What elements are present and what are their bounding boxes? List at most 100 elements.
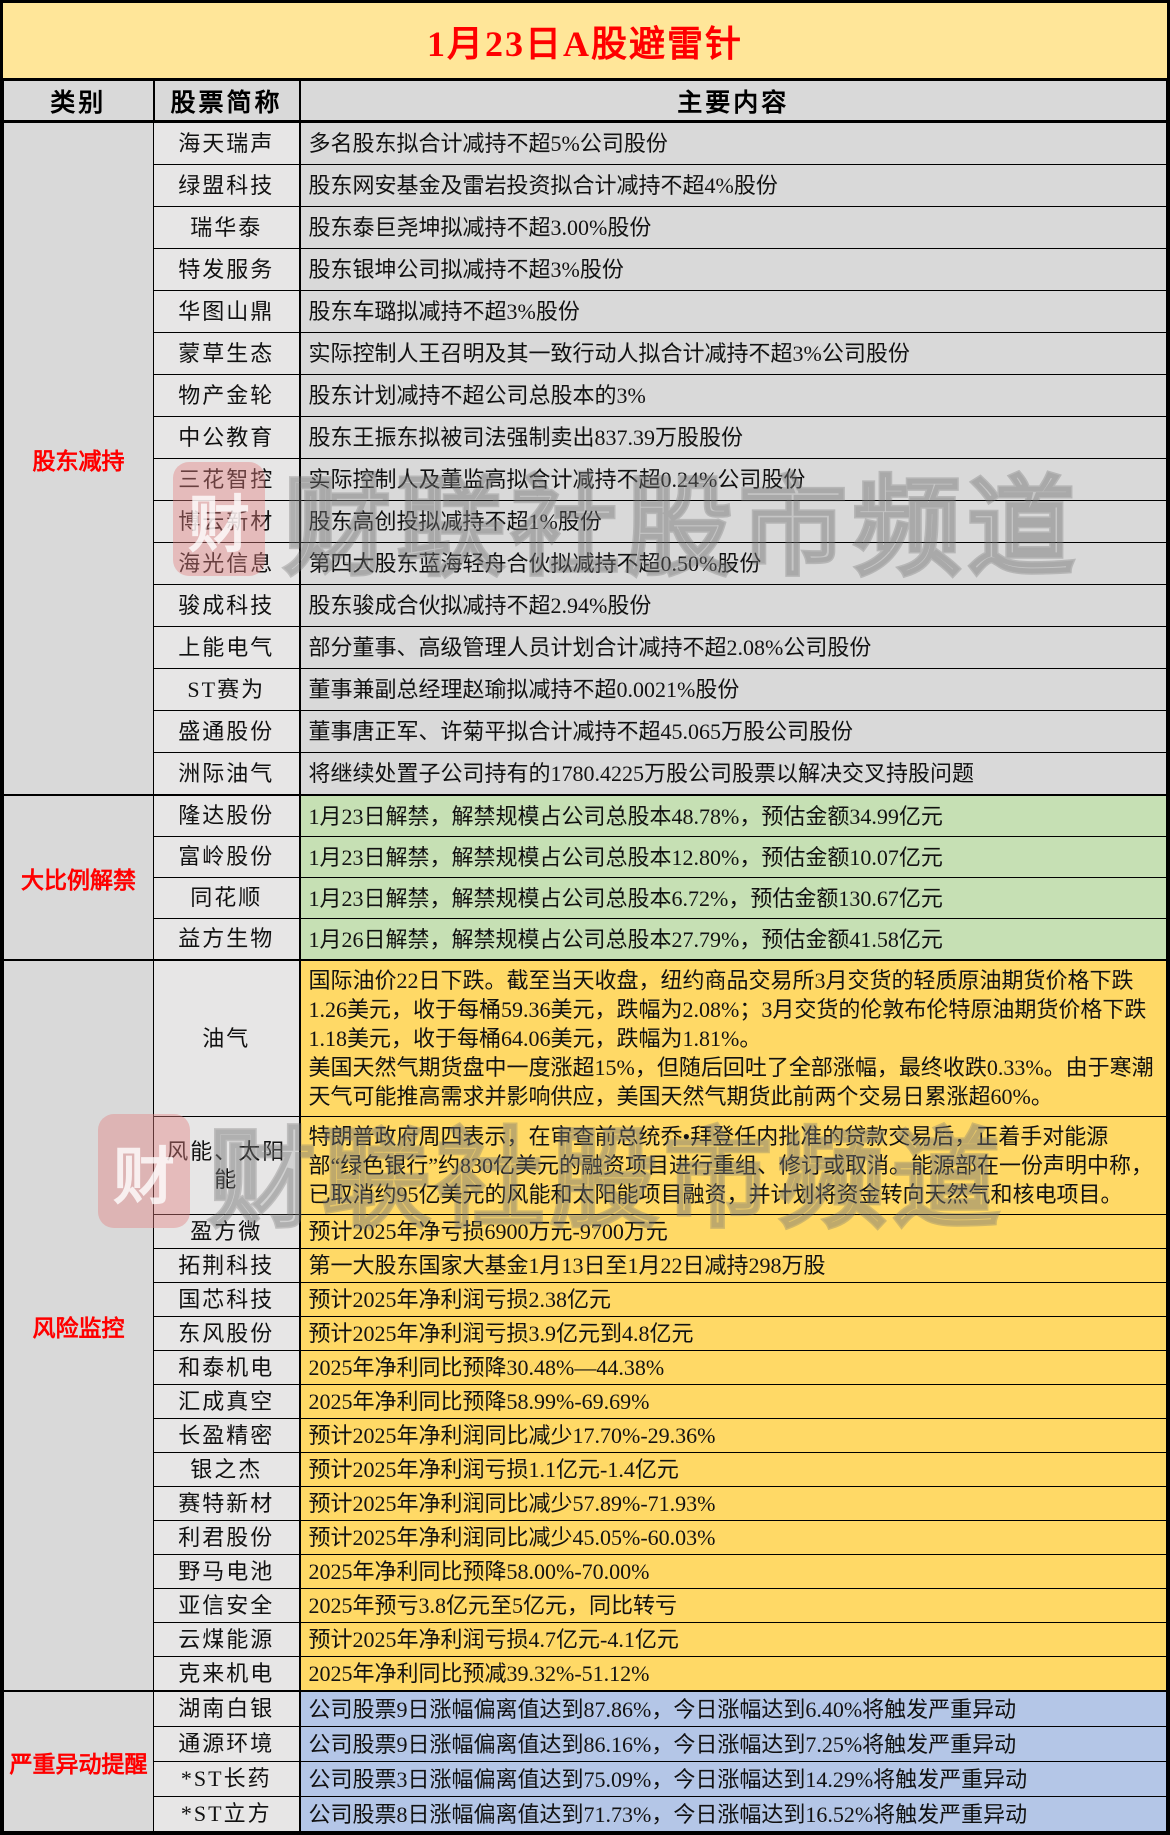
content-cell: 预计2025年净利润同比减少57.89%-71.93%	[298, 1486, 1167, 1521]
content-cell: 特朗普政府周四表示，在审查前总统乔•拜登任内批准的贷款交易后，正着手对能源部“绿…	[298, 1116, 1167, 1215]
table-row: 亚信安全 2025年预亏3.8亿元至5亿元，同比转亏	[4, 1588, 1167, 1623]
stock-name-cell: 国芯科技	[153, 1282, 300, 1317]
content-cell: 第一大股东国家大基金1月13日至1月22日减持298万股	[298, 1248, 1167, 1283]
content-cell: 实际控制人及董监高拟合计减持不超0.24%公司股份	[298, 458, 1167, 501]
table-row: 洲际油气 将继续处置子公司持有的1780.4225万股公司股票以解决交叉持股问题	[4, 752, 1167, 796]
content-cell: 预计2025年净亏损6900万元-9700万元	[298, 1214, 1167, 1249]
category-cell: 严重异动提醒	[3, 1690, 154, 1832]
content-cell: 股东骏成合伙拟减持不超2.94%股份	[298, 584, 1167, 627]
table-row: *ST长药 公司股票3日涨幅偏离值达到75.09%，今日涨幅达到14.29%将触发…	[4, 1761, 1167, 1797]
content-cell: 预计2025年净利润同比减少17.70%-29.36%	[298, 1418, 1167, 1453]
category-cell: 风险监控	[3, 959, 154, 1692]
table-row: 汇成真空 2025年净利同比预降58.99%-69.69%	[4, 1384, 1167, 1419]
stock-name-cell: 油气	[153, 959, 300, 1117]
stock-name-cell: 盛通股份	[153, 710, 300, 753]
content-cell: 1月23日解禁，解禁规模占公司总股本12.80%，预估金额10.07亿元	[298, 836, 1167, 878]
content-cell: 实际控制人王召明及其一致行动人拟合计减持不超3%公司股份	[298, 332, 1167, 375]
header-row: 类别 股票简称 主要内容	[3, 80, 1167, 123]
stock-name-cell: 特发服务	[153, 248, 300, 291]
table-row: 骏成科技 股东骏成合伙拟减持不超2.94%股份	[4, 584, 1167, 627]
stock-name-cell: 博云新材	[153, 500, 300, 543]
content-cell: 1月26日解禁，解禁规模占公司总股本27.79%，预估金额41.58亿元	[298, 918, 1167, 961]
content-cell: 公司股票9日涨幅偏离值达到87.86%，今日涨幅达到6.40%将触发严重异动	[298, 1690, 1167, 1727]
stock-name-cell: 盈方微	[153, 1214, 300, 1249]
table-row: 赛特新材 预计2025年净利润同比减少57.89%-71.93%	[4, 1486, 1167, 1521]
content-cell: 董事唐正军、许菊平拟合计减持不超45.065万股公司股份	[298, 710, 1167, 753]
table-row: 克来机电 2025年净利同比预减39.32%-51.12%	[4, 1656, 1167, 1692]
content-cell: 预计2025年净利润亏损3.9亿元到4.8亿元	[298, 1316, 1167, 1351]
table-row: 蒙草生态 实际控制人王召明及其一致行动人拟合计减持不超3%公司股份	[4, 332, 1167, 375]
stock-name-cell: 富岭股份	[153, 836, 300, 878]
stock-name-cell: 湖南白银	[153, 1690, 300, 1727]
stock-name-cell: 海光信息	[153, 542, 300, 585]
content-cell: 2025年净利同比预降58.99%-69.69%	[298, 1384, 1167, 1419]
content-cell: 公司股票8日涨幅偏离值达到71.73%，今日涨幅达到16.52%将触发严重异动	[298, 1796, 1167, 1832]
table-row: 国芯科技 预计2025年净利润亏损2.38亿元	[4, 1282, 1167, 1317]
stock-name-cell: 隆达股份	[153, 794, 300, 837]
table-row: 利君股份 预计2025年净利润同比减少45.05%-60.03%	[4, 1520, 1167, 1555]
table-row: ST赛为 董事兼副总经理赵瑜拟减持不超0.0021%股份	[4, 668, 1167, 711]
table-row: 盈方微 预计2025年净亏损6900万元-9700万元	[4, 1214, 1167, 1249]
table-row: 三花智控 实际控制人及董监高拟合计减持不超0.24%公司股份	[4, 458, 1167, 501]
table-row: 物产金轮 股东计划减持不超公司总股本的3%	[4, 374, 1167, 417]
content-cell: 股东计划减持不超公司总股本的3%	[298, 374, 1167, 417]
table-row: 长盈精密 预计2025年净利润同比减少17.70%-29.36%	[4, 1418, 1167, 1453]
stock-name-cell: 绿盟科技	[153, 164, 300, 207]
header-cell-stock: 股票简称	[152, 80, 300, 123]
table-row: 特发服务 股东银坤公司拟减持不超3%股份	[4, 248, 1167, 291]
content-cell: 国际油价22日下跌。截至当天收盘，纽约商品交易所3月交货的轻质原油期货价格下跌1…	[298, 959, 1167, 1117]
table-row: 海光信息 第四大股东蓝海轻舟合伙拟减持不超0.50%股份	[4, 542, 1167, 585]
content-cell: 股东泰巨尧坤拟减持不超3.00%股份	[298, 206, 1167, 249]
stocks-table: 类别 股票简称 主要内容 股东减持 海天瑞声 多名股东拟合计减持不超5%公司股份 绿盟…	[3, 80, 1167, 1832]
content-cell: 将继续处置子公司持有的1780.4225万股公司股票以解决交叉持股问题	[298, 752, 1167, 796]
stock-name-cell: 海天瑞声	[153, 120, 300, 165]
content-cell: 预计2025年净利润亏损2.38亿元	[298, 1282, 1167, 1317]
table-row: 银之杰 预计2025年净利润亏损1.1亿元-1.4亿元	[4, 1452, 1167, 1487]
stock-name-cell: 同花顺	[153, 877, 300, 919]
content-cell: 股东网安基金及雷岩投资拟合计减持不超4%股份	[298, 164, 1167, 207]
stock-name-cell: 野马电池	[153, 1554, 300, 1589]
stock-name-cell: 赛特新材	[153, 1486, 300, 1521]
table-row: 盛通股份 董事唐正军、许菊平拟合计减持不超45.065万股公司股份	[4, 710, 1167, 753]
table-row: 通源环境 公司股票9日涨幅偏离值达到86.16%，今日涨幅达到7.25%将触发严重…	[4, 1726, 1167, 1762]
content-cell: 1月23日解禁，解禁规模占公司总股本48.78%，预估金额34.99亿元	[298, 794, 1167, 837]
table-row: 野马电池 2025年净利同比预降58.00%-70.00%	[4, 1554, 1167, 1589]
table-row: 拓荆科技 第一大股东国家大基金1月13日至1月22日减持298万股	[4, 1248, 1167, 1283]
stock-name-cell: 上能电气	[153, 626, 300, 669]
category-cell: 股东减持	[3, 120, 154, 796]
table-header: 类别 股票简称 主要内容	[3, 80, 1167, 123]
content-cell: 第四大股东蓝海轻舟合伙拟减持不超0.50%股份	[298, 542, 1167, 585]
stock-name-cell: *ST立方	[153, 1796, 300, 1832]
stock-name-cell: 亚信安全	[153, 1588, 300, 1623]
content-cell: 多名股东拟合计减持不超5%公司股份	[298, 120, 1167, 165]
table-row: 云煤能源 预计2025年净利润亏损4.7亿元-4.1亿元	[4, 1622, 1167, 1657]
content-cell: 公司股票3日涨幅偏离值达到75.09%，今日涨幅达到14.29%将触发严重异动	[298, 1761, 1167, 1797]
table-row: 瑞华泰 股东泰巨尧坤拟减持不超3.00%股份	[4, 206, 1167, 249]
stock-name-cell: 银之杰	[153, 1452, 300, 1487]
table-row: 同花顺 1月23日解禁，解禁规模占公司总股本6.72%，预估金额130.67亿元	[4, 877, 1167, 919]
content-cell: 2025年净利同比预降58.00%-70.00%	[298, 1554, 1167, 1589]
content-cell: 预计2025年净利润亏损1.1亿元-1.4亿元	[298, 1452, 1167, 1487]
content-cell: 部分董事、高级管理人员计划合计减持不超2.08%公司股份	[298, 626, 1167, 669]
content-cell: 公司股票9日涨幅偏离值达到86.16%，今日涨幅达到7.25%将触发严重异动	[298, 1726, 1167, 1762]
stock-name-cell: 骏成科技	[153, 584, 300, 627]
page-title: 1月23日A股避雷针	[3, 3, 1167, 80]
stock-name-cell: 拓荆科技	[153, 1248, 300, 1283]
table-row: 风能、太阳能 特朗普政府周四表示，在审查前总统乔•拜登任内批准的贷款交易后，正着手…	[4, 1116, 1167, 1215]
stocks-table-body: 股东减持 海天瑞声 多名股东拟合计减持不超5%公司股份 绿盟科技 股东网安基金及雷岩投资…	[3, 120, 1167, 1832]
table-row: 严重异动提醒 湖南白银 公司股票9日涨幅偏离值达到87.86%，今日涨幅达到6.40…	[3, 1690, 1167, 1832]
content-cell: 董事兼副总经理赵瑜拟减持不超0.0021%股份	[298, 668, 1167, 711]
content-cell: 2025年预亏3.8亿元至5亿元，同比转亏	[298, 1588, 1167, 1623]
table-row: 华图山鼎 股东车璐拟减持不超3%股份	[4, 290, 1167, 333]
table-row: 富岭股份 1月23日解禁，解禁规模占公司总股本12.80%，预估金额10.07亿元	[4, 836, 1167, 878]
stock-name-cell: 物产金轮	[153, 374, 300, 417]
stock-name-cell: 蒙草生态	[153, 332, 300, 375]
content-cell: 2025年净利同比预降30.48%—44.38%	[298, 1350, 1167, 1385]
stock-name-cell: ST赛为	[153, 668, 300, 711]
table-row: 上能电气 部分董事、高级管理人员计划合计减持不超2.08%公司股份	[4, 626, 1167, 669]
content-cell: 股东高创投拟减持不超1%股份	[298, 500, 1167, 543]
table-row: 博云新材 股东高创投拟减持不超1%股份	[4, 500, 1167, 543]
table-row: 和泰机电 2025年净利同比预降30.48%—44.38%	[4, 1350, 1167, 1385]
content-cell: 股东车璐拟减持不超3%股份	[298, 290, 1167, 333]
